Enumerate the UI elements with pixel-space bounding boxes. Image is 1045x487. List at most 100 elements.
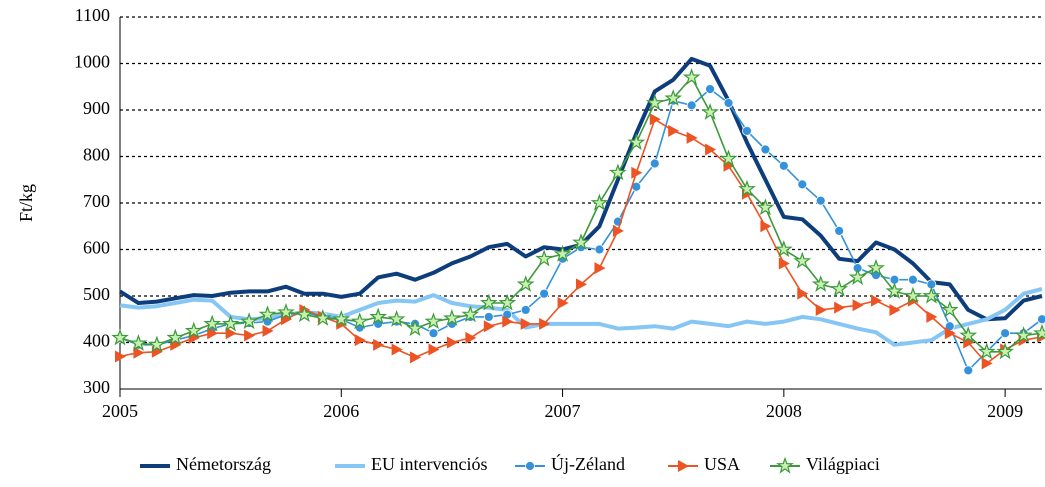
marker	[867, 258, 885, 276]
x-tick-label: 2009	[987, 401, 1023, 421]
marker	[369, 307, 388, 325]
marker	[520, 317, 532, 330]
marker	[649, 158, 660, 169]
marker	[203, 314, 222, 332]
y-tick-label: 600	[83, 238, 110, 258]
marker	[520, 305, 531, 315]
legend-label: USA	[704, 454, 740, 474]
marker	[406, 319, 424, 337]
marker	[225, 327, 237, 340]
marker	[830, 279, 849, 297]
marker	[428, 328, 439, 339]
marker	[612, 224, 624, 237]
legend-label: Világpiaci	[806, 454, 880, 474]
marker	[1014, 326, 1033, 344]
marker	[797, 287, 809, 300]
x-tick-label: 2005	[102, 401, 138, 421]
marker	[373, 338, 385, 351]
marker	[483, 320, 495, 333]
marker	[793, 251, 812, 269]
marker	[313, 308, 332, 326]
x-tick-label: 2008	[766, 401, 802, 421]
y-tick-label: 900	[83, 98, 110, 118]
marker	[848, 268, 867, 285]
marker	[516, 275, 535, 292]
y-tick-label: 300	[83, 377, 110, 397]
marker	[889, 303, 901, 316]
marker	[686, 100, 697, 111]
marker	[678, 460, 689, 472]
marker	[664, 89, 682, 106]
marker	[221, 314, 240, 332]
legend-label: EU intervenciós	[371, 454, 487, 474]
marker	[576, 278, 587, 291]
y-tick-label: 800	[83, 145, 110, 165]
marker	[557, 296, 569, 309]
marker	[240, 312, 258, 330]
marker	[594, 262, 606, 275]
marker	[778, 257, 790, 270]
marker	[778, 160, 789, 171]
marker	[959, 326, 978, 344]
marker	[410, 351, 422, 364]
marker	[424, 312, 443, 330]
marker	[129, 334, 148, 352]
marker	[133, 346, 145, 359]
legend-label: Új-Zéland	[551, 453, 625, 474]
y-tick-label: 1100	[75, 5, 110, 25]
marker	[723, 98, 734, 108]
marker	[590, 193, 609, 211]
marker	[996, 342, 1015, 360]
marker	[207, 327, 219, 340]
marker	[797, 179, 808, 190]
marker	[944, 327, 956, 340]
marker	[885, 282, 904, 299]
marker	[760, 144, 771, 155]
marker	[443, 308, 461, 326]
marker	[682, 68, 701, 86]
marker	[815, 303, 827, 316]
series-line	[119, 76, 1043, 353]
marker	[572, 233, 590, 251]
marker	[686, 131, 698, 144]
marker	[332, 309, 351, 327]
marker	[834, 225, 845, 236]
marker	[963, 365, 974, 376]
marker	[1033, 323, 1045, 341]
marker	[738, 179, 756, 197]
x-tick-label: 2007	[545, 401, 581, 421]
marker	[258, 305, 277, 323]
marker	[277, 302, 295, 320]
marker	[244, 329, 256, 342]
marker	[387, 310, 406, 327]
marker	[756, 198, 775, 216]
marker	[166, 328, 185, 346]
marker	[262, 324, 274, 337]
marker	[553, 244, 572, 262]
marker	[908, 274, 918, 285]
marker	[719, 149, 738, 167]
marker	[742, 126, 752, 136]
marker	[480, 293, 498, 311]
marker	[535, 249, 554, 267]
marker	[147, 335, 166, 353]
marker	[539, 288, 550, 299]
marker	[941, 300, 959, 318]
y-tick-label: 400	[83, 331, 110, 351]
marker	[811, 275, 830, 292]
marker	[815, 195, 826, 206]
marker	[705, 84, 715, 94]
marker	[502, 315, 514, 328]
series-line	[119, 88, 1043, 372]
marker	[428, 343, 440, 356]
marker	[354, 334, 366, 347]
marker	[776, 456, 794, 474]
marker	[446, 336, 458, 349]
marker	[350, 312, 369, 330]
marker	[981, 357, 993, 370]
marker	[631, 166, 643, 179]
marker	[852, 299, 864, 312]
legend-label: Németország	[176, 454, 271, 474]
